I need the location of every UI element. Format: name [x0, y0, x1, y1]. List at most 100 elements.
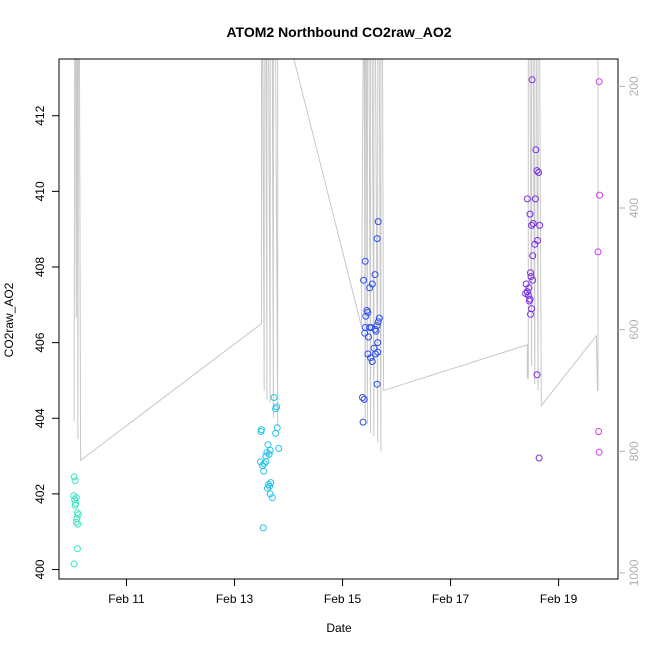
data-point — [270, 394, 278, 401]
data-point — [531, 240, 539, 248]
data-point — [527, 273, 535, 280]
data-point — [259, 524, 267, 532]
plot-frame — [58, 58, 619, 580]
data-point — [533, 167, 541, 175]
data-point — [74, 511, 82, 519]
data-point — [535, 454, 543, 462]
data-point — [266, 446, 274, 454]
data-point — [360, 276, 368, 284]
series-flight-5 — [594, 78, 604, 456]
data-point — [595, 428, 603, 435]
data-point — [266, 490, 274, 498]
x-tick-label: Feb 15 — [324, 592, 362, 606]
data-point — [368, 280, 376, 288]
data-point — [266, 482, 274, 490]
data-point — [374, 318, 382, 326]
data-point — [374, 348, 382, 356]
data-point — [596, 191, 604, 199]
altitude-layer — [73, 59, 618, 462]
altitude-line — [73, 59, 618, 462]
series-flight-3 — [359, 218, 383, 426]
data-point — [70, 473, 78, 481]
data-point — [359, 418, 367, 426]
data-point — [373, 380, 381, 388]
data-point — [361, 329, 369, 337]
data-point — [257, 428, 265, 435]
y-tick-label: 402 — [33, 484, 47, 504]
data-point — [523, 195, 531, 203]
data-point — [595, 78, 603, 86]
chart-title: ATOM2 Northbound CO2raw_AO2 — [226, 24, 451, 40]
y2-tick-label: 400 — [627, 198, 641, 218]
data-point — [528, 76, 536, 84]
x-tick-label: Feb 17 — [432, 592, 470, 606]
data-point — [368, 358, 376, 365]
data-point — [273, 424, 281, 432]
data-point — [362, 312, 370, 320]
data-point — [361, 257, 369, 265]
data-point — [529, 220, 537, 227]
data-point — [374, 339, 382, 347]
y2-tick-label: 200 — [627, 76, 641, 96]
data-point — [273, 403, 281, 411]
data-point — [71, 496, 79, 504]
y-tick-label: 408 — [33, 257, 47, 277]
data-point — [532, 146, 540, 154]
data-point — [595, 448, 603, 456]
data-point — [275, 445, 283, 452]
series-flight-2 — [257, 394, 283, 532]
series-flight-4 — [522, 76, 544, 462]
data-point — [523, 288, 531, 296]
data-point — [373, 235, 381, 243]
data-point — [359, 394, 366, 401]
data-point — [372, 350, 379, 358]
y-tick-label: 404 — [33, 408, 47, 428]
data-point — [72, 518, 80, 526]
data-point — [529, 276, 537, 284]
data-point — [533, 371, 541, 379]
y-tick-label: 412 — [33, 105, 47, 125]
data-point — [260, 467, 268, 475]
data-point — [367, 354, 375, 362]
y-tick-label: 406 — [33, 332, 47, 352]
y2-tick-label: 600 — [627, 319, 641, 339]
data-point — [365, 333, 372, 341]
data-point — [535, 169, 543, 176]
data-point — [375, 314, 383, 322]
data-point — [528, 221, 536, 229]
x-axis-label: Date — [326, 621, 352, 635]
data-point — [267, 479, 275, 487]
data-point — [594, 248, 602, 256]
data-point — [272, 429, 280, 437]
data-point — [525, 297, 533, 305]
data-point — [527, 269, 534, 277]
data-point — [531, 195, 539, 203]
data-point — [260, 460, 268, 468]
data-point — [262, 452, 270, 460]
data-point — [73, 545, 81, 553]
x-tick-label: Feb 13 — [216, 592, 254, 606]
data-point — [525, 284, 533, 292]
data-point — [529, 252, 537, 260]
data-point — [268, 494, 276, 502]
data-point — [372, 327, 380, 335]
y-axis-label: CO2raw_AO2 — [2, 282, 16, 357]
data-point — [71, 477, 79, 485]
y2-tick-label: 1000 — [627, 559, 641, 586]
y2-tick-label: 800 — [627, 441, 641, 461]
y-tick-label: 400 — [33, 559, 47, 579]
data-point — [74, 520, 82, 528]
data-point — [264, 484, 271, 492]
data-point — [70, 560, 78, 568]
x-axis: Feb 11 Feb 13 Feb 15 Feb 17 Feb 19 — [108, 579, 578, 606]
x-tick-label: Feb 19 — [540, 592, 578, 606]
data-point — [71, 501, 79, 509]
x-tick-label: Feb 11 — [108, 592, 145, 606]
data-point — [364, 308, 372, 316]
data-point — [522, 290, 530, 297]
y-axis: 400 402 404 406 408 410 412 — [33, 105, 59, 580]
y-tick-label: 410 — [33, 181, 47, 201]
y2-axis: 200 400 600 800 1000 — [618, 76, 641, 586]
data-point — [360, 395, 368, 403]
